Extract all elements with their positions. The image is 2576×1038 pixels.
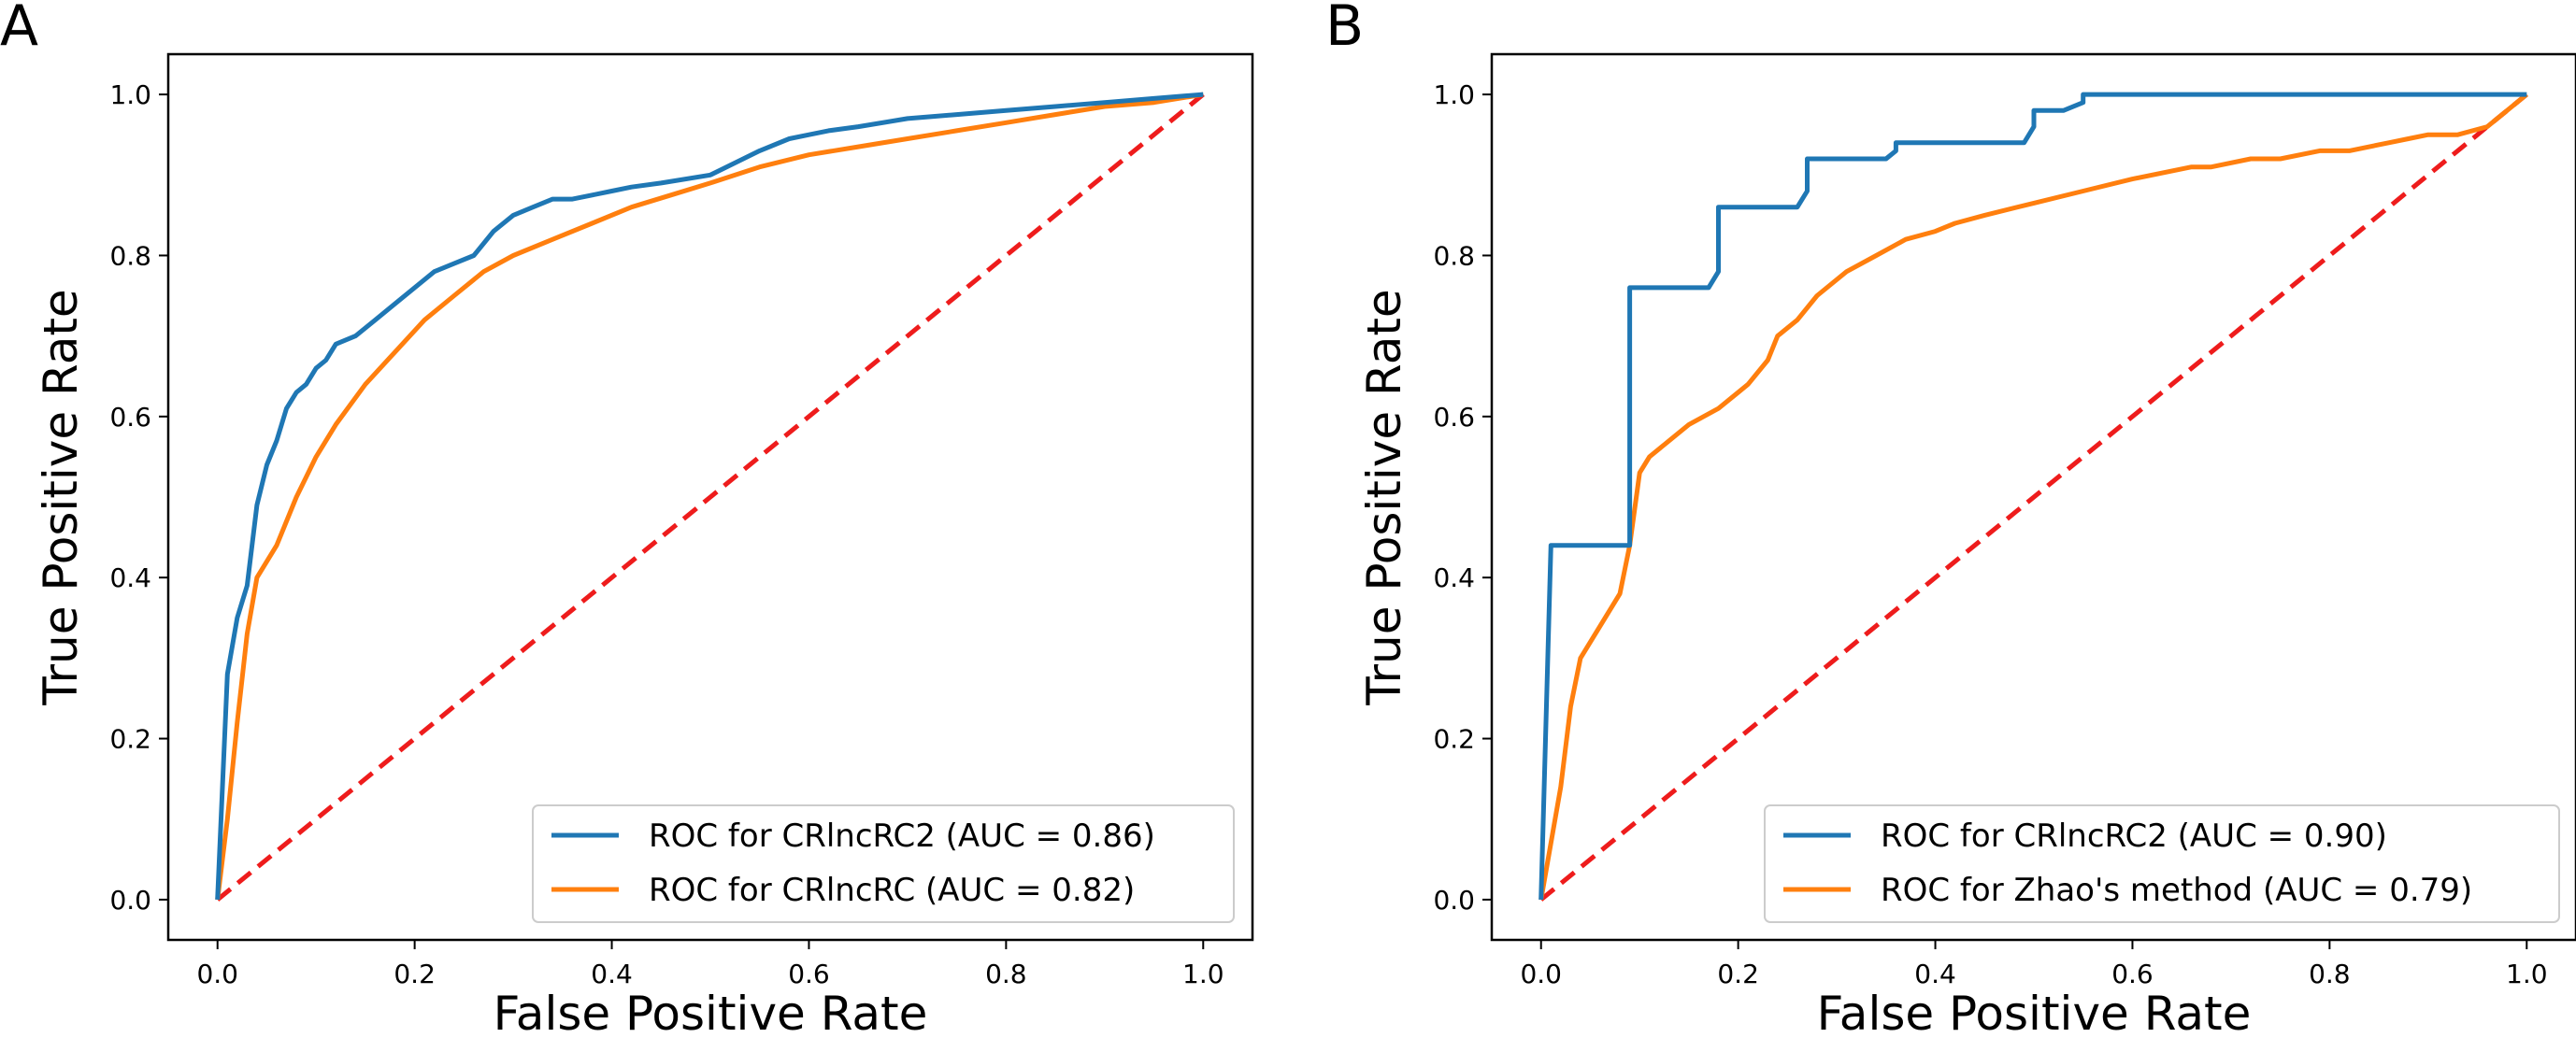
panel-a-x-tick-label: 0.4 — [591, 959, 633, 989]
panel-a-y-tick-label: 0.8 — [109, 240, 151, 271]
panel-a-x-tick-label: 0.0 — [196, 959, 238, 989]
panel-b-roc-curve-2 — [1538, 92, 2528, 901]
panel-a-y-tick-label: 1.0 — [109, 79, 151, 110]
panel-b-plot-lines — [1538, 92, 2528, 902]
panel-b-y-tick-label: 0.2 — [1433, 724, 1475, 755]
panel-a-ticks: 0.0 0.2 0.4 0.6 0.8 1.0 0.0 0.2 0.4 0.6 0.8 1.0 — [109, 79, 1224, 989]
panel-a-y-axis-label: True Positive Rate — [34, 289, 88, 705]
panel-b: B 0.0 0.2 0.4 0.6 0.8 1.0 0.0 0.2 0.4 0.6 0.8 1.0 F… — [1325, 0, 2576, 1038]
panel-a-y-tick-label: 0.4 — [109, 562, 151, 593]
panel-b-x-tick-label: 0.0 — [1520, 959, 1562, 989]
panel-a-roc-curve-2 — [215, 92, 1204, 901]
panel-a-y-tick-label: 0.0 — [109, 885, 151, 916]
panel-b-y-tick-label: 1.0 — [1433, 79, 1475, 110]
panel-b-x-axis-label: False Positive Rate — [1817, 987, 2252, 1038]
panel-b-roc-curve-1 — [1538, 92, 2527, 900]
panel-a-y-tick-label: 0.2 — [109, 724, 151, 755]
panel-a: A 0.0 0.2 0.4 0.6 0.8 1.0 0.0 0.2 0.4 0.6 0.8 1.0 F… — [0, 0, 1254, 1038]
panel-a-roc-curve-1 — [215, 92, 1204, 901]
panel-b-legend-entry-1: ROC for CRlncRC2 (AUC = 0.90) — [1881, 818, 2387, 855]
panel-b-x-tick-label: 0.8 — [2309, 959, 2351, 989]
panel-b-y-tick-label: 0.8 — [1433, 240, 1475, 271]
panel-b-x-tick-label: 1.0 — [2506, 959, 2548, 989]
panel-a-legend-entry-2: ROC for CRlncRC (AUC = 0.82) — [649, 872, 1135, 909]
panel-a-x-tick-label: 0.2 — [394, 959, 436, 989]
panel-b-x-tick-label: 0.2 — [1717, 959, 1759, 989]
panel-a-label: A — [0, 0, 38, 59]
panel-b-legend: ROC for CRlncRC2 (AUC = 0.90) ROC for Zh… — [1764, 804, 2560, 923]
panel-a-plot-lines — [215, 92, 1205, 902]
panel-b-label: B — [1325, 0, 1364, 59]
panel-b-y-axis-label: True Positive Rate — [1357, 289, 1411, 705]
panel-b-legend-entry-2: ROC for Zhao's method (AUC = 0.79) — [1881, 872, 2472, 909]
panel-a-x-axis-label: False Positive Rate — [494, 987, 928, 1038]
panel-a-x-tick-label: 0.8 — [985, 959, 1027, 989]
panel-b-x-tick-label: 0.4 — [1914, 959, 1956, 989]
panel-a-legend: ROC for CRlncRC2 (AUC = 0.86) ROC for CR… — [532, 804, 1235, 923]
panel-a-y-tick-label: 0.6 — [109, 402, 151, 433]
panel-a-x-tick-label: 1.0 — [1182, 959, 1224, 989]
panel-b-chance-line — [1539, 92, 2528, 902]
panel-a-x-tick-label: 0.6 — [788, 959, 830, 989]
panel-b-y-tick-label: 0.6 — [1433, 402, 1475, 433]
panel-a-legend-entry-1: ROC for CRlncRC2 (AUC = 0.86) — [649, 818, 1155, 855]
panel-b-legend-box — [1764, 804, 2560, 923]
panel-b-y-tick-label: 0.4 — [1433, 562, 1475, 593]
panel-b-y-tick-label: 0.0 — [1433, 885, 1475, 916]
panel-b-x-tick-label: 0.6 — [2111, 959, 2154, 989]
panel-b-ticks: 0.0 0.2 0.4 0.6 0.8 1.0 0.0 0.2 0.4 0.6 0.8 1.0 — [1433, 79, 2547, 989]
panel-a-chance-line — [216, 92, 1205, 902]
panel-a-legend-box — [532, 804, 1235, 923]
